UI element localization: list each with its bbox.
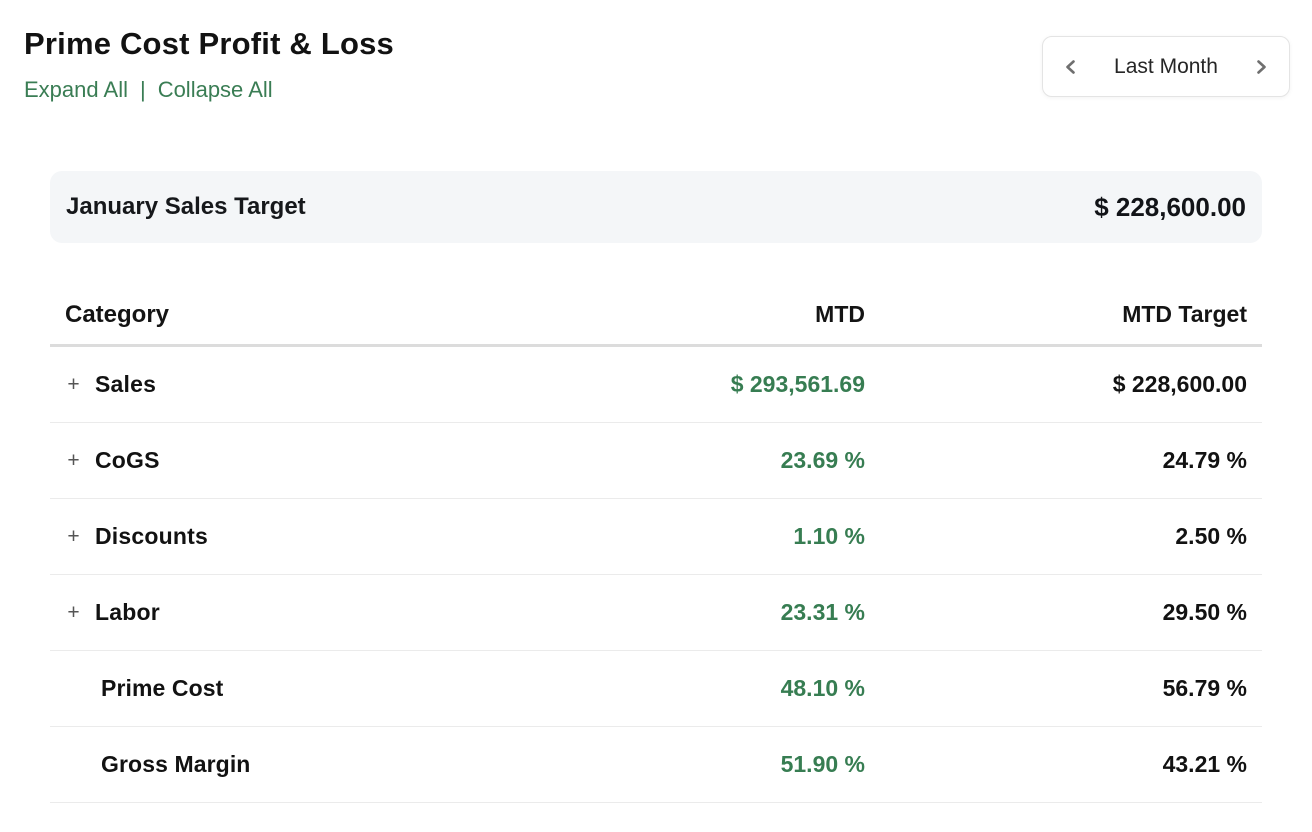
mtd-target-value: 24.79 %: [1162, 447, 1247, 473]
category-cell-label: Gross Margin: [101, 751, 251, 777]
table-body: + Sales $ 293,561.69 $ 228,600.00 + CoGS…: [50, 347, 1262, 803]
category-cell-label: Sales: [95, 371, 157, 397]
chevron-left-icon[interactable]: [1063, 59, 1079, 75]
mtd-target-value: $ 228,600.00: [1112, 371, 1247, 397]
category-cell: Prime Cost: [50, 675, 615, 702]
plus-icon[interactable]: +: [67, 525, 80, 548]
period-selector: Last Month: [1042, 36, 1290, 97]
expand-all-link[interactable]: Expand All: [24, 77, 128, 102]
column-header-category: Category: [65, 300, 170, 328]
mtd-target-value: 29.50 %: [1162, 599, 1247, 625]
links-separator: |: [139, 77, 146, 102]
category-cell: + Sales: [50, 371, 615, 398]
chevron-right-icon[interactable]: [1253, 59, 1269, 75]
category-cell: Gross Margin: [50, 751, 615, 778]
mtd-value: 51.90 %: [780, 751, 865, 777]
column-header-mtd: MTD: [815, 301, 865, 327]
category-cell: + Labor: [50, 599, 615, 626]
table-row-labor[interactable]: + Labor 23.31 % 29.50 %: [50, 575, 1262, 651]
table-row-sales[interactable]: + Sales $ 293,561.69 $ 228,600.00: [50, 347, 1262, 423]
main-content: January Sales Target $ 228,600.00 Catego…: [50, 171, 1262, 803]
category-cell: + Discounts: [50, 523, 615, 550]
period-label: Last Month: [1114, 54, 1218, 78]
plus-icon[interactable]: +: [67, 373, 80, 396]
column-header-mtd-target: MTD Target: [1122, 301, 1247, 327]
collapse-all-link[interactable]: Collapse All: [157, 77, 273, 102]
sales-target-amount: $ 228,600.00: [1094, 191, 1246, 222]
table-row-cogs[interactable]: + CoGS 23.69 % 24.79 %: [50, 423, 1262, 499]
expand-collapse-links: Expand All | Collapse All: [24, 77, 1288, 103]
page-title: Prime Cost Profit & Loss: [24, 26, 394, 61]
category-cell-label: Prime Cost: [101, 675, 224, 701]
category-cell-label: CoGS: [95, 447, 160, 473]
table-row-prime-cost: Prime Cost 48.10 % 56.79 %: [50, 651, 1262, 727]
sales-target-label: January Sales Target: [66, 193, 306, 220]
mtd-value: 48.10 %: [780, 675, 865, 701]
mtd-value: 23.31 %: [780, 599, 865, 625]
mtd-value: $ 293,561.69: [730, 371, 865, 397]
mtd-value: 23.69 %: [780, 447, 865, 473]
category-cell-label: Discounts: [95, 523, 208, 549]
plus-icon[interactable]: +: [67, 601, 80, 624]
mtd-target-value: 43.21 %: [1162, 751, 1247, 777]
mtd-target-value: 2.50 %: [1175, 523, 1247, 549]
plus-icon[interactable]: +: [67, 449, 80, 472]
category-cell-label: Labor: [95, 599, 160, 625]
table-row-discounts[interactable]: + Discounts 1.10 % 2.50 %: [50, 499, 1262, 575]
mtd-target-value: 56.79 %: [1162, 675, 1247, 701]
mtd-value: 1.10 %: [793, 523, 865, 549]
sales-target-banner: January Sales Target $ 228,600.00: [50, 171, 1262, 243]
page-header: Prime Cost Profit & Loss Expand All | Co…: [0, 0, 1312, 103]
table-row-gross-margin: Gross Margin 51.90 % 43.21 %: [50, 727, 1262, 803]
category-cell: + CoGS: [50, 447, 615, 474]
table-header-row: Category MTD MTD Target: [50, 285, 1262, 347]
